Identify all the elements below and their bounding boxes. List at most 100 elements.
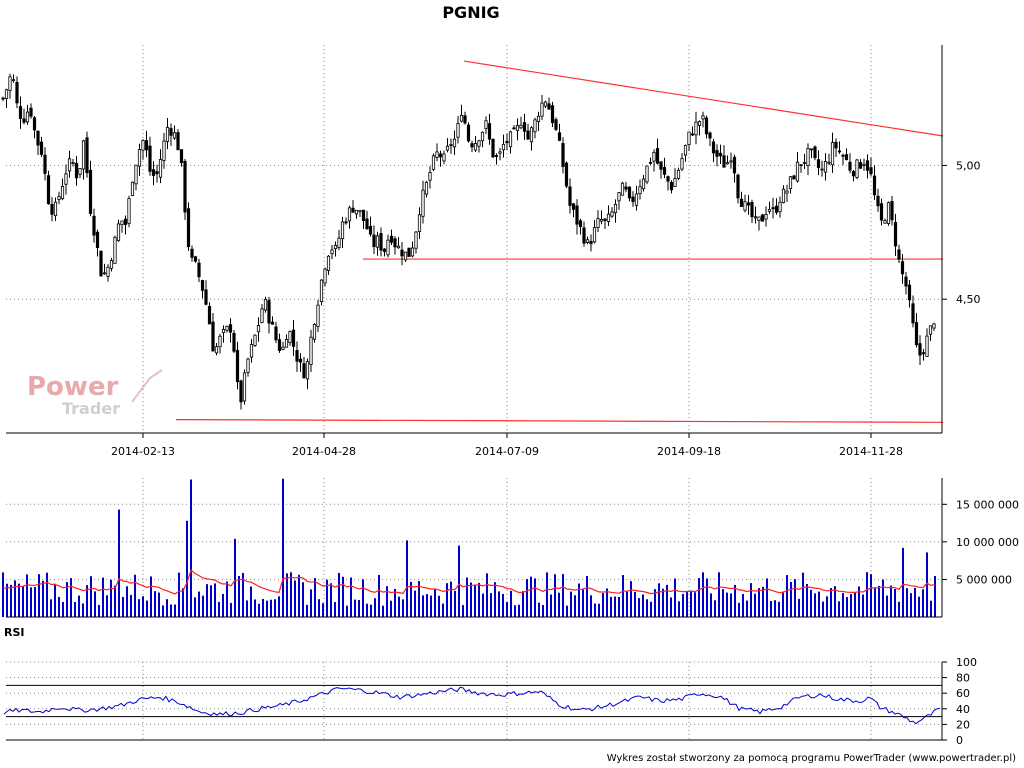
candle-body bbox=[687, 131, 691, 146]
candle-body bbox=[393, 238, 397, 248]
candle-body bbox=[295, 350, 299, 362]
candle-body bbox=[477, 140, 481, 147]
trend-lines bbox=[175, 60, 944, 423]
candle-body bbox=[57, 196, 61, 200]
candle-body bbox=[4, 89, 9, 99]
candle-body bbox=[851, 171, 856, 177]
candle-body bbox=[470, 143, 474, 148]
candle-body bbox=[729, 160, 733, 163]
candle-body bbox=[214, 346, 219, 354]
candle-body bbox=[323, 268, 327, 284]
candle-body bbox=[487, 123, 492, 140]
candle-body bbox=[613, 203, 618, 214]
price-xtick-label-3: 2014-09-18 bbox=[657, 445, 721, 458]
candle-body bbox=[673, 178, 677, 188]
candle-body bbox=[113, 236, 117, 264]
candle-body bbox=[456, 123, 460, 138]
candle-body bbox=[25, 111, 30, 123]
candle-body bbox=[652, 151, 656, 162]
volume-ytick-label-0: 5 000 000 bbox=[956, 573, 1012, 586]
candle-body bbox=[711, 141, 716, 154]
candle-body bbox=[281, 346, 285, 350]
candle-body bbox=[774, 205, 779, 213]
candle-body bbox=[1, 97, 5, 100]
candle-body bbox=[648, 161, 653, 164]
candle-body bbox=[39, 141, 44, 155]
candle-body bbox=[218, 335, 222, 348]
candle-body bbox=[802, 162, 807, 164]
candle-body bbox=[512, 127, 516, 130]
candle-body bbox=[242, 372, 247, 402]
candle-body bbox=[256, 324, 261, 333]
candle-body bbox=[834, 141, 838, 149]
candle-body bbox=[592, 227, 597, 243]
candle-body bbox=[246, 358, 250, 373]
rsi-panel: RSI 0 20 40 60 80 100 bbox=[3, 626, 977, 747]
candle-body bbox=[466, 124, 471, 142]
candle-body bbox=[883, 220, 887, 224]
candle-body bbox=[158, 159, 163, 178]
candle-body bbox=[169, 128, 173, 136]
candle-body bbox=[767, 209, 772, 212]
candle-body bbox=[403, 251, 408, 261]
candle-body bbox=[260, 308, 264, 323]
candle-body bbox=[792, 175, 796, 180]
candle-body bbox=[358, 210, 362, 213]
candle-body bbox=[879, 203, 884, 221]
candle-body bbox=[172, 132, 177, 139]
candle-body bbox=[435, 151, 439, 158]
candle-body bbox=[627, 186, 632, 199]
candle-body bbox=[400, 249, 404, 257]
candle-body bbox=[162, 140, 166, 161]
candle-body bbox=[99, 250, 103, 277]
candle-body bbox=[536, 115, 541, 122]
candle-body bbox=[526, 130, 530, 140]
candle-body bbox=[221, 329, 226, 334]
candle-body bbox=[134, 164, 138, 185]
candle-body bbox=[659, 161, 663, 170]
candle-body bbox=[697, 121, 702, 126]
volume-panel: 5 000 000 10 000 000 15 000 000 bbox=[2, 478, 1019, 618]
candle-body bbox=[326, 255, 331, 271]
candle-body bbox=[190, 248, 194, 258]
chart-title: PGNIG bbox=[442, 3, 499, 22]
candle-body bbox=[585, 239, 590, 243]
candle-body bbox=[85, 137, 89, 174]
candle-body bbox=[904, 276, 908, 287]
candle-body bbox=[211, 321, 215, 352]
candle-body bbox=[267, 300, 271, 324]
trend-line-0 bbox=[463, 60, 944, 137]
candle-body bbox=[543, 101, 548, 107]
candle-body bbox=[921, 352, 926, 355]
rsi-grid bbox=[6, 661, 942, 741]
candle-body bbox=[344, 221, 348, 224]
candle-body bbox=[606, 213, 611, 222]
candle-body bbox=[459, 114, 464, 122]
candle-body bbox=[848, 161, 852, 171]
rsi-ytick-label-4: 80 bbox=[956, 672, 970, 685]
candle-body bbox=[445, 145, 450, 151]
candle-body bbox=[925, 335, 929, 357]
candle-body bbox=[50, 204, 54, 215]
candle-body bbox=[347, 207, 352, 222]
candle-body bbox=[165, 127, 170, 142]
candle-body bbox=[379, 233, 383, 251]
candle-body bbox=[809, 148, 814, 151]
candle-body bbox=[225, 325, 229, 331]
candle-body bbox=[239, 380, 243, 403]
candle-body bbox=[298, 358, 303, 363]
candle-body bbox=[491, 138, 495, 158]
candle-body bbox=[183, 160, 187, 213]
candle-body bbox=[736, 174, 740, 199]
candle-body bbox=[18, 106, 23, 119]
candle-body bbox=[137, 149, 142, 167]
candle-body bbox=[603, 218, 607, 222]
candle-body bbox=[232, 332, 236, 352]
watermark-trader: Trader bbox=[62, 399, 120, 418]
rsi-ytick-label-1: 20 bbox=[956, 718, 970, 731]
candle-body bbox=[302, 363, 306, 379]
candle-body bbox=[22, 118, 26, 123]
candle-body bbox=[855, 159, 859, 178]
volume-ytick-label-1: 10 000 000 bbox=[956, 536, 1019, 549]
candle-body bbox=[288, 331, 292, 343]
